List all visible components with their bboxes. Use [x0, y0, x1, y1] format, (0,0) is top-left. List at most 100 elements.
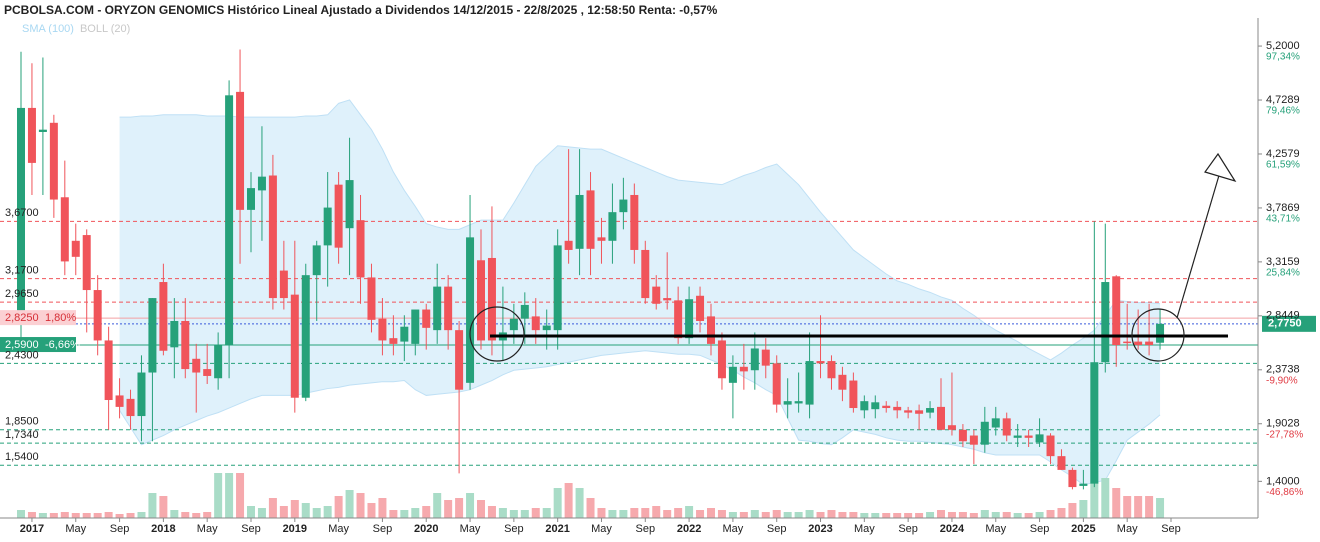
x-tick-label: 2019	[283, 523, 307, 535]
candle-body	[980, 421, 989, 445]
volume-bar	[378, 498, 387, 518]
volume-bar	[214, 473, 223, 518]
candle-body	[1101, 282, 1110, 363]
candle-body	[958, 429, 967, 442]
volume-bar	[739, 512, 748, 518]
level-label-box	[0, 310, 76, 326]
volume-bar	[312, 508, 321, 518]
volume-bar	[915, 513, 924, 518]
candle-body	[104, 340, 113, 401]
volume-bar	[717, 510, 726, 518]
volume-bar	[279, 506, 288, 518]
volume-bar	[685, 506, 694, 518]
x-tick-label: May	[1117, 523, 1138, 535]
candle-body	[1112, 276, 1121, 346]
y-tick-label: 3,3159	[1266, 256, 1300, 268]
volume-bar	[345, 490, 354, 518]
level-label: 2,4300	[5, 349, 39, 361]
candle-body	[257, 176, 266, 191]
candle-body	[214, 345, 223, 379]
volume-bar	[509, 510, 518, 518]
level-label: 3,6700	[5, 207, 39, 219]
candle-body	[893, 406, 902, 411]
volume-bar	[652, 506, 661, 518]
volume-bar	[301, 503, 310, 518]
candle-body	[553, 245, 562, 331]
candle-body	[60, 197, 69, 262]
highlight-circle	[469, 306, 525, 362]
candle-body	[1057, 456, 1066, 470]
candle-body	[1090, 362, 1099, 484]
candle-body	[411, 309, 420, 344]
candle-body	[685, 299, 694, 339]
volume-bar	[1013, 513, 1022, 518]
candle-body	[455, 330, 464, 390]
volume-bar	[947, 512, 956, 518]
candle-body	[236, 91, 245, 210]
candle-body	[82, 235, 91, 291]
volume-bar	[1145, 496, 1154, 518]
volume-bar	[575, 488, 584, 518]
candle-body	[1035, 434, 1044, 443]
candle-body	[937, 406, 945, 430]
volume-bar	[849, 512, 858, 518]
y-tick-label: 2,8449	[1266, 310, 1300, 322]
volume-bar	[104, 512, 113, 518]
x-tick-label: May	[985, 523, 1006, 535]
level-label: 2,8250	[5, 312, 39, 324]
volume-bar	[203, 512, 212, 518]
y-tick-label: 5,2000	[1266, 40, 1300, 52]
volume-bar	[268, 498, 277, 518]
volume-bar	[411, 508, 420, 518]
level-change: 1,80%	[45, 312, 76, 324]
candle-body	[1024, 435, 1033, 438]
volume-bar	[181, 512, 190, 518]
volume-bar	[608, 510, 617, 518]
level-label: 1,7340	[5, 429, 39, 441]
annotations	[469, 152, 1237, 362]
candle-body	[860, 401, 869, 411]
volume-bar	[630, 508, 639, 518]
volume-bar	[367, 503, 376, 518]
volume-bar	[236, 473, 245, 518]
level-label: 1,5400	[5, 451, 39, 463]
y-tick-change: 25,84%	[1266, 268, 1300, 279]
x-tick-label: May	[197, 523, 218, 535]
volume-bar	[466, 493, 475, 518]
volume-bar	[290, 500, 299, 518]
candle-body	[477, 260, 485, 341]
candle-body	[301, 275, 310, 398]
volume-bar	[17, 510, 25, 518]
candle-body	[1134, 341, 1143, 346]
y-tick-label: 1,4000	[1266, 475, 1300, 487]
candle-body	[564, 240, 573, 250]
volume-bar	[553, 488, 562, 518]
candle-body	[926, 408, 935, 413]
candle-body	[279, 270, 288, 299]
x-tick-label: Sep	[1161, 523, 1181, 535]
candle-body	[772, 363, 781, 405]
volume-bar	[564, 483, 573, 518]
volume-bar	[1112, 488, 1121, 518]
volume-bar	[1134, 496, 1143, 518]
candle-body	[378, 318, 387, 341]
candle-body	[707, 316, 715, 344]
volume-bar	[816, 512, 825, 518]
volume-bar	[937, 510, 945, 518]
volume-bar	[958, 512, 967, 518]
volume-bar	[871, 513, 880, 518]
candle-body	[608, 212, 617, 241]
volume-bar	[586, 498, 595, 518]
last-price-box	[1262, 315, 1316, 332]
candle-body	[805, 361, 814, 405]
volume-bar	[531, 508, 540, 518]
volume-bar	[980, 510, 989, 518]
x-tick-label: 2017	[20, 523, 44, 535]
volume-bar	[49, 513, 58, 518]
candle-body	[225, 95, 234, 346]
candle-body	[247, 188, 255, 210]
volume-bar	[38, 513, 47, 518]
volume-bar	[1002, 512, 1011, 518]
x-tick-label: Sep	[110, 523, 130, 535]
